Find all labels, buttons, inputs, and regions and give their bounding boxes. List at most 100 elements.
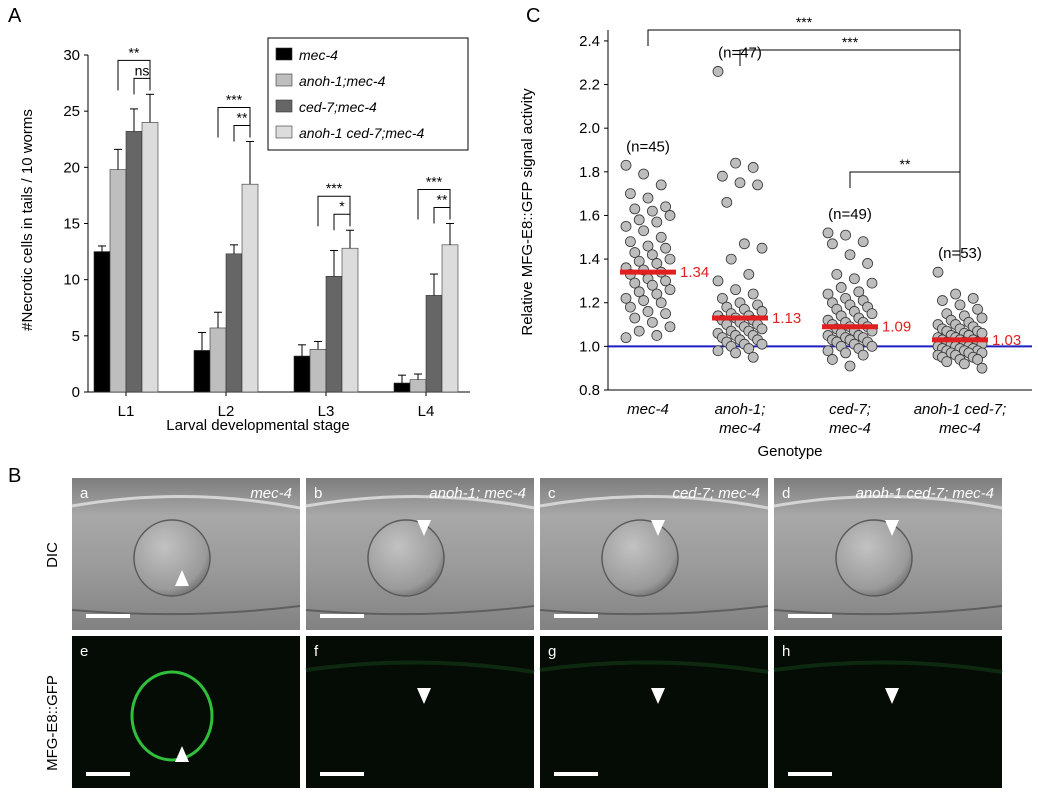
legend-entry: ced-7;mec-4 bbox=[299, 99, 377, 115]
data-point bbox=[664, 253, 676, 265]
data-point bbox=[734, 177, 746, 189]
data-point bbox=[633, 286, 645, 298]
legend-swatch bbox=[275, 99, 293, 113]
data-point bbox=[840, 229, 851, 241]
bar bbox=[441, 244, 459, 393]
data-point bbox=[756, 242, 768, 254]
data-point bbox=[638, 225, 649, 237]
x-tick-label: mec-4 bbox=[939, 420, 981, 437]
bar bbox=[409, 379, 427, 393]
y-tick-label: 1.6 bbox=[579, 207, 600, 224]
data-point bbox=[822, 345, 834, 357]
data-point bbox=[629, 247, 641, 258]
worm-edge bbox=[305, 605, 535, 616]
data-point bbox=[756, 306, 768, 317]
scale-bar bbox=[320, 614, 364, 618]
bar bbox=[141, 122, 159, 393]
x-tick-label: L2 bbox=[218, 403, 235, 420]
significance-label: ** bbox=[437, 192, 448, 208]
significance-bracket bbox=[333, 213, 351, 231]
y-tick-label: 1.4 bbox=[579, 251, 600, 268]
data-point bbox=[967, 292, 979, 304]
micrograph-tiles: a mec-4 b anoh-1; mec-4 c ced-7; mec-4 d anoh-1… bbox=[71, 478, 1003, 788]
significance-label: *** bbox=[842, 34, 859, 50]
y-tick-label: 0 bbox=[72, 384, 80, 401]
y-tick-label: 2.0 bbox=[579, 120, 600, 137]
mean-label: 1.03 bbox=[992, 332, 1021, 349]
data-point bbox=[620, 332, 632, 344]
data-point bbox=[721, 196, 733, 208]
data-point bbox=[937, 295, 948, 306]
x-tick-label: L3 bbox=[318, 403, 335, 420]
data-point bbox=[664, 284, 676, 296]
worm-edge bbox=[71, 495, 301, 510]
data-point bbox=[638, 295, 649, 306]
data-point bbox=[840, 347, 851, 359]
significance-label: *** bbox=[226, 91, 243, 107]
y-tick-label: 20 bbox=[63, 159, 80, 176]
y-tick-label: 15 bbox=[63, 216, 80, 233]
necrotic-cell bbox=[601, 519, 679, 597]
bar-chart-legend: mec-4 anoh-1;mec-4 ced-7;mec-4 anoh-1 ced-7… bbox=[267, 37, 469, 151]
data-point bbox=[642, 192, 654, 204]
bar bbox=[93, 251, 111, 393]
scale-bar bbox=[86, 772, 130, 776]
data-point bbox=[651, 288, 663, 300]
data-point bbox=[638, 168, 649, 180]
micrograph-tile-b: b anoh-1; mec-4 bbox=[305, 478, 535, 630]
data-point bbox=[730, 284, 741, 296]
necrotic-cell bbox=[367, 519, 445, 597]
data-point bbox=[756, 323, 768, 335]
data-point bbox=[712, 275, 724, 287]
gfp-background bbox=[306, 636, 534, 788]
data-point bbox=[743, 343, 755, 354]
micrograph-tile-h: h bbox=[773, 636, 1003, 788]
bar bbox=[393, 382, 411, 393]
tile-letter: g bbox=[548, 643, 556, 660]
significance-label: *** bbox=[326, 180, 343, 196]
legend-entry: mec-4 bbox=[299, 47, 338, 63]
data-point bbox=[633, 325, 645, 337]
tile-letter: a bbox=[80, 485, 89, 502]
data-point bbox=[835, 282, 847, 293]
x-tick-label: mec-4 bbox=[719, 420, 761, 437]
tile-letter: b bbox=[314, 485, 322, 502]
scale-bar bbox=[788, 614, 832, 618]
data-point bbox=[660, 308, 671, 320]
arrowhead-icon bbox=[175, 746, 189, 762]
significance-label: *** bbox=[426, 174, 443, 190]
data-point bbox=[725, 253, 737, 265]
worm-edge bbox=[305, 495, 535, 510]
tile-letter: e bbox=[80, 643, 88, 660]
data-point bbox=[849, 273, 860, 285]
x-tick-label: anoh-1; bbox=[715, 401, 766, 418]
scatter-chart-y-axis-label: Relative MFG-E8::GFP signal activity bbox=[519, 88, 536, 336]
scale-bar bbox=[320, 772, 364, 776]
scale-bar bbox=[86, 614, 130, 618]
necrotic-cell bbox=[133, 519, 211, 597]
data-point bbox=[655, 297, 667, 309]
legend-box bbox=[267, 37, 469, 151]
data-point bbox=[730, 347, 741, 359]
micrograph-tile-a: a mec-4 bbox=[71, 478, 301, 630]
x-tick-label: L4 bbox=[418, 403, 435, 420]
data-point bbox=[862, 258, 873, 269]
data-point bbox=[651, 216, 663, 228]
data-point bbox=[629, 312, 641, 324]
scatter-chart-significance: ******** bbox=[647, 14, 961, 262]
gfp-background bbox=[72, 636, 300, 788]
micrograph-tile-f: f bbox=[305, 636, 535, 788]
y-tick-label: 30 bbox=[63, 47, 80, 64]
data-point bbox=[932, 266, 944, 278]
mean-label: 1.09 bbox=[882, 319, 911, 336]
significance-label: * bbox=[339, 198, 345, 214]
arrowhead-icon bbox=[175, 570, 189, 586]
micrograph-tile-c: c ced-7; mec-4 bbox=[539, 478, 769, 630]
mean-label: 1.34 bbox=[680, 264, 709, 281]
panel-label-c: C bbox=[526, 5, 540, 27]
tile-letter: d bbox=[782, 485, 790, 502]
data-point bbox=[822, 227, 834, 239]
scale-bar bbox=[788, 772, 832, 776]
data-point bbox=[972, 354, 983, 365]
significance-label: ns bbox=[135, 62, 150, 78]
